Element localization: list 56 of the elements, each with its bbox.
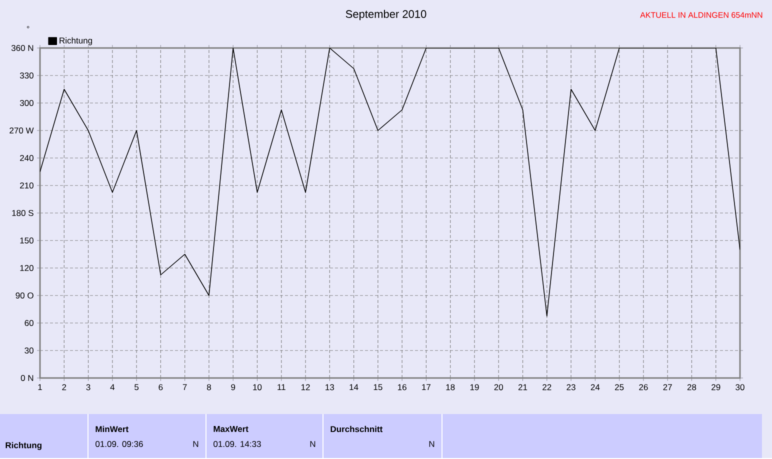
x-tick-label: 8 bbox=[206, 384, 211, 390]
x-tick-label: 26 bbox=[639, 384, 648, 390]
y-tick-label: 210 bbox=[20, 182, 34, 189]
x-tick-label: 27 bbox=[663, 384, 672, 390]
x-tick-label: 30 bbox=[736, 384, 744, 390]
x-tick-label: 10 bbox=[253, 384, 262, 390]
text: N bbox=[310, 441, 316, 448]
x-tick-label: 5 bbox=[134, 384, 139, 390]
x-tick-label: 22 bbox=[542, 384, 552, 390]
x-tick-label: 1 bbox=[38, 384, 42, 390]
y-tick-label: 90 O bbox=[16, 292, 34, 299]
text: Richtung bbox=[6, 442, 42, 450]
x-tick-label: 17 bbox=[422, 384, 431, 390]
text: 01.09. 14:33 bbox=[214, 441, 261, 448]
text: Durchschnitt bbox=[330, 426, 383, 432]
y-tick-label: 120 bbox=[20, 265, 34, 272]
y-axis-title: ° bbox=[26, 26, 30, 28]
y-tick-label: 300 bbox=[20, 100, 34, 106]
y-tick-label: 360 N bbox=[11, 45, 34, 52]
y-tick-label: 0 N bbox=[20, 375, 34, 382]
text: N bbox=[193, 441, 198, 448]
x-tick-label: 3 bbox=[86, 384, 90, 390]
x-tick-label: 7 bbox=[182, 384, 187, 390]
x-tick-label: 6 bbox=[158, 384, 163, 390]
x-tick-label: 23 bbox=[566, 384, 576, 390]
x-tick-label: 11 bbox=[278, 384, 286, 390]
x-tick-label: 19 bbox=[470, 384, 479, 390]
chart-subtitle: AKTUELL IN ALDINGEN 654mNN bbox=[640, 12, 762, 18]
y-tick-label: 180 S bbox=[12, 210, 34, 216]
y-tick-label: 240 bbox=[20, 155, 34, 162]
text: 01.09. 09:36 bbox=[96, 441, 143, 448]
x-tick-label: 21 bbox=[518, 384, 528, 390]
x-tick-label: 15 bbox=[374, 384, 382, 390]
x-tick-label: 20 bbox=[494, 384, 504, 390]
x-tick-label: 2 bbox=[62, 384, 66, 390]
y-tick-label: 150 bbox=[20, 238, 34, 244]
x-tick-label: 9 bbox=[231, 384, 236, 390]
text: N bbox=[429, 441, 434, 448]
chart-title: September 2010 bbox=[346, 10, 426, 20]
x-tick-label: 29 bbox=[712, 384, 720, 390]
y-tick-label: 270 W bbox=[10, 128, 34, 134]
x-tick-label: 14 bbox=[350, 384, 358, 390]
x-tick-label: 16 bbox=[398, 384, 406, 390]
x-tick-label: 13 bbox=[326, 384, 334, 390]
text: MaxWert bbox=[214, 426, 248, 432]
x-tick-label: 24 bbox=[590, 384, 600, 390]
x-tick-label: 18 bbox=[446, 384, 455, 390]
y-tick-label: 330 bbox=[20, 72, 34, 79]
text: MinWert bbox=[96, 426, 128, 432]
x-tick-label: 4 bbox=[110, 384, 115, 390]
legend-label: Richtung bbox=[60, 38, 92, 46]
y-tick-label: 30 bbox=[24, 348, 34, 354]
y-tick-label: 60 bbox=[24, 320, 34, 326]
x-tick-label: 12 bbox=[301, 384, 310, 390]
x-tick-label: 25 bbox=[615, 384, 624, 390]
x-tick-label: 28 bbox=[687, 384, 696, 390]
